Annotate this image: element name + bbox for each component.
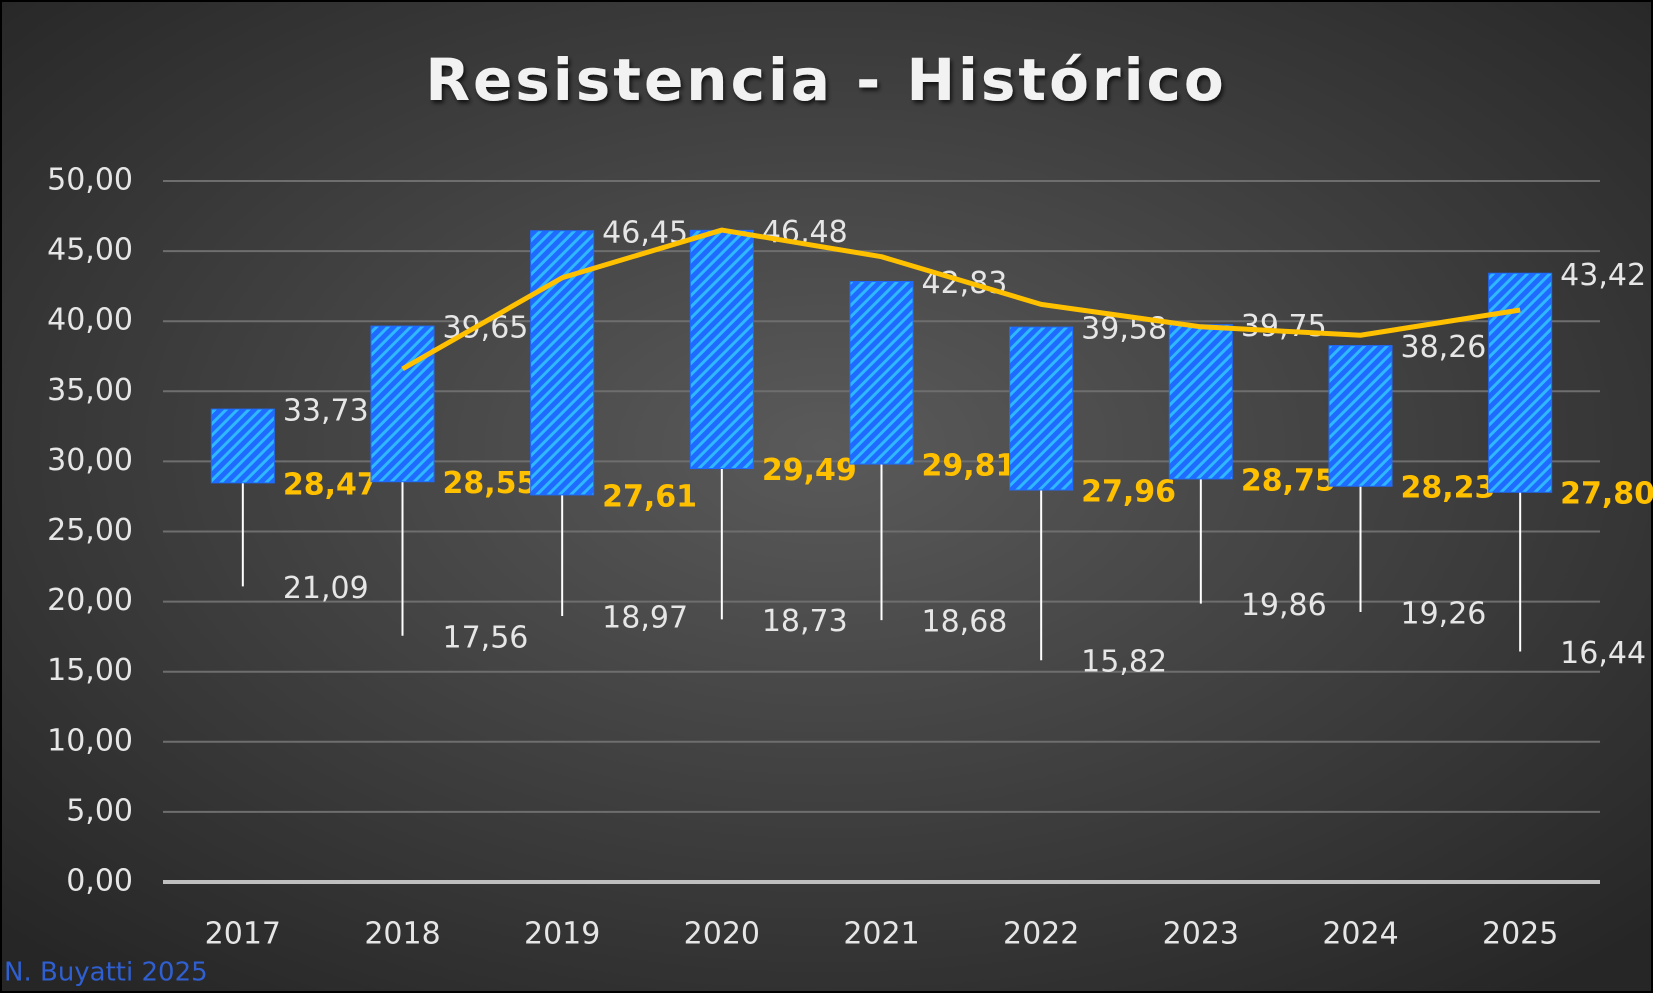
min-label: 17,56 [443, 620, 529, 655]
min-label: 16,44 [1560, 636, 1646, 671]
bottom-label: 29,49 [762, 453, 857, 488]
box [689, 229, 754, 470]
min-label: 18,73 [762, 604, 848, 639]
y-tick-label: 10,00 [47, 723, 133, 758]
bottom-label: 27,80 [1560, 477, 1653, 512]
y-tick-label: 45,00 [47, 233, 133, 268]
top-label: 39,75 [1241, 309, 1327, 344]
y-tick-label: 15,00 [47, 653, 133, 688]
x-tick-label: 2020 [684, 917, 760, 952]
box [530, 230, 595, 496]
x-tick-label: 2021 [843, 917, 919, 952]
bottom-label: 28,47 [283, 467, 378, 502]
box [370, 325, 435, 483]
top-label: 33,73 [283, 394, 369, 429]
bottom-label: 27,61 [602, 479, 697, 514]
y-tick-label: 0,00 [66, 864, 133, 899]
footer: N. Buyatti 2025 [4, 958, 208, 988]
chart-title: Resistencia - Histórico [425, 46, 1226, 114]
y-tick-label: 20,00 [47, 583, 133, 618]
bottom-label: 29,81 [922, 449, 1017, 484]
min-label: 19,86 [1241, 588, 1327, 623]
top-label: 43,42 [1560, 258, 1646, 293]
box [1488, 272, 1553, 493]
x-tick-label: 2025 [1482, 917, 1558, 952]
min-label: 19,26 [1401, 596, 1487, 631]
bottom-label: 28,23 [1401, 471, 1496, 506]
y-tick-label: 50,00 [47, 163, 133, 198]
box [849, 281, 914, 465]
x-tick-label: 2023 [1163, 917, 1239, 952]
x-tick-label: 2018 [364, 917, 440, 952]
box [1328, 345, 1393, 487]
x-tick-label: 2024 [1322, 917, 1398, 952]
box [1009, 326, 1074, 491]
bottom-label: 28,75 [1241, 463, 1336, 498]
y-tick-label: 5,00 [66, 793, 133, 828]
bottom-label: 27,96 [1081, 475, 1176, 510]
min-label: 18,68 [922, 605, 1008, 640]
x-tick-label: 2022 [1003, 917, 1079, 952]
top-label: 38,26 [1401, 330, 1487, 365]
bottom-label: 28,55 [443, 466, 538, 501]
trend-line [401, 227, 1521, 372]
box [1168, 324, 1233, 480]
x-tick-label: 2019 [524, 917, 600, 952]
min-label: 21,09 [283, 571, 369, 606]
min-label: 18,97 [602, 601, 688, 636]
y-tick-label: 30,00 [47, 443, 133, 478]
box [210, 408, 275, 484]
y-tick-label: 25,00 [47, 513, 133, 548]
x-tick-label: 2017 [205, 917, 281, 952]
y-tick-label: 40,00 [47, 303, 133, 338]
min-label: 15,82 [1081, 645, 1167, 680]
y-tick-label: 35,00 [47, 373, 133, 408]
